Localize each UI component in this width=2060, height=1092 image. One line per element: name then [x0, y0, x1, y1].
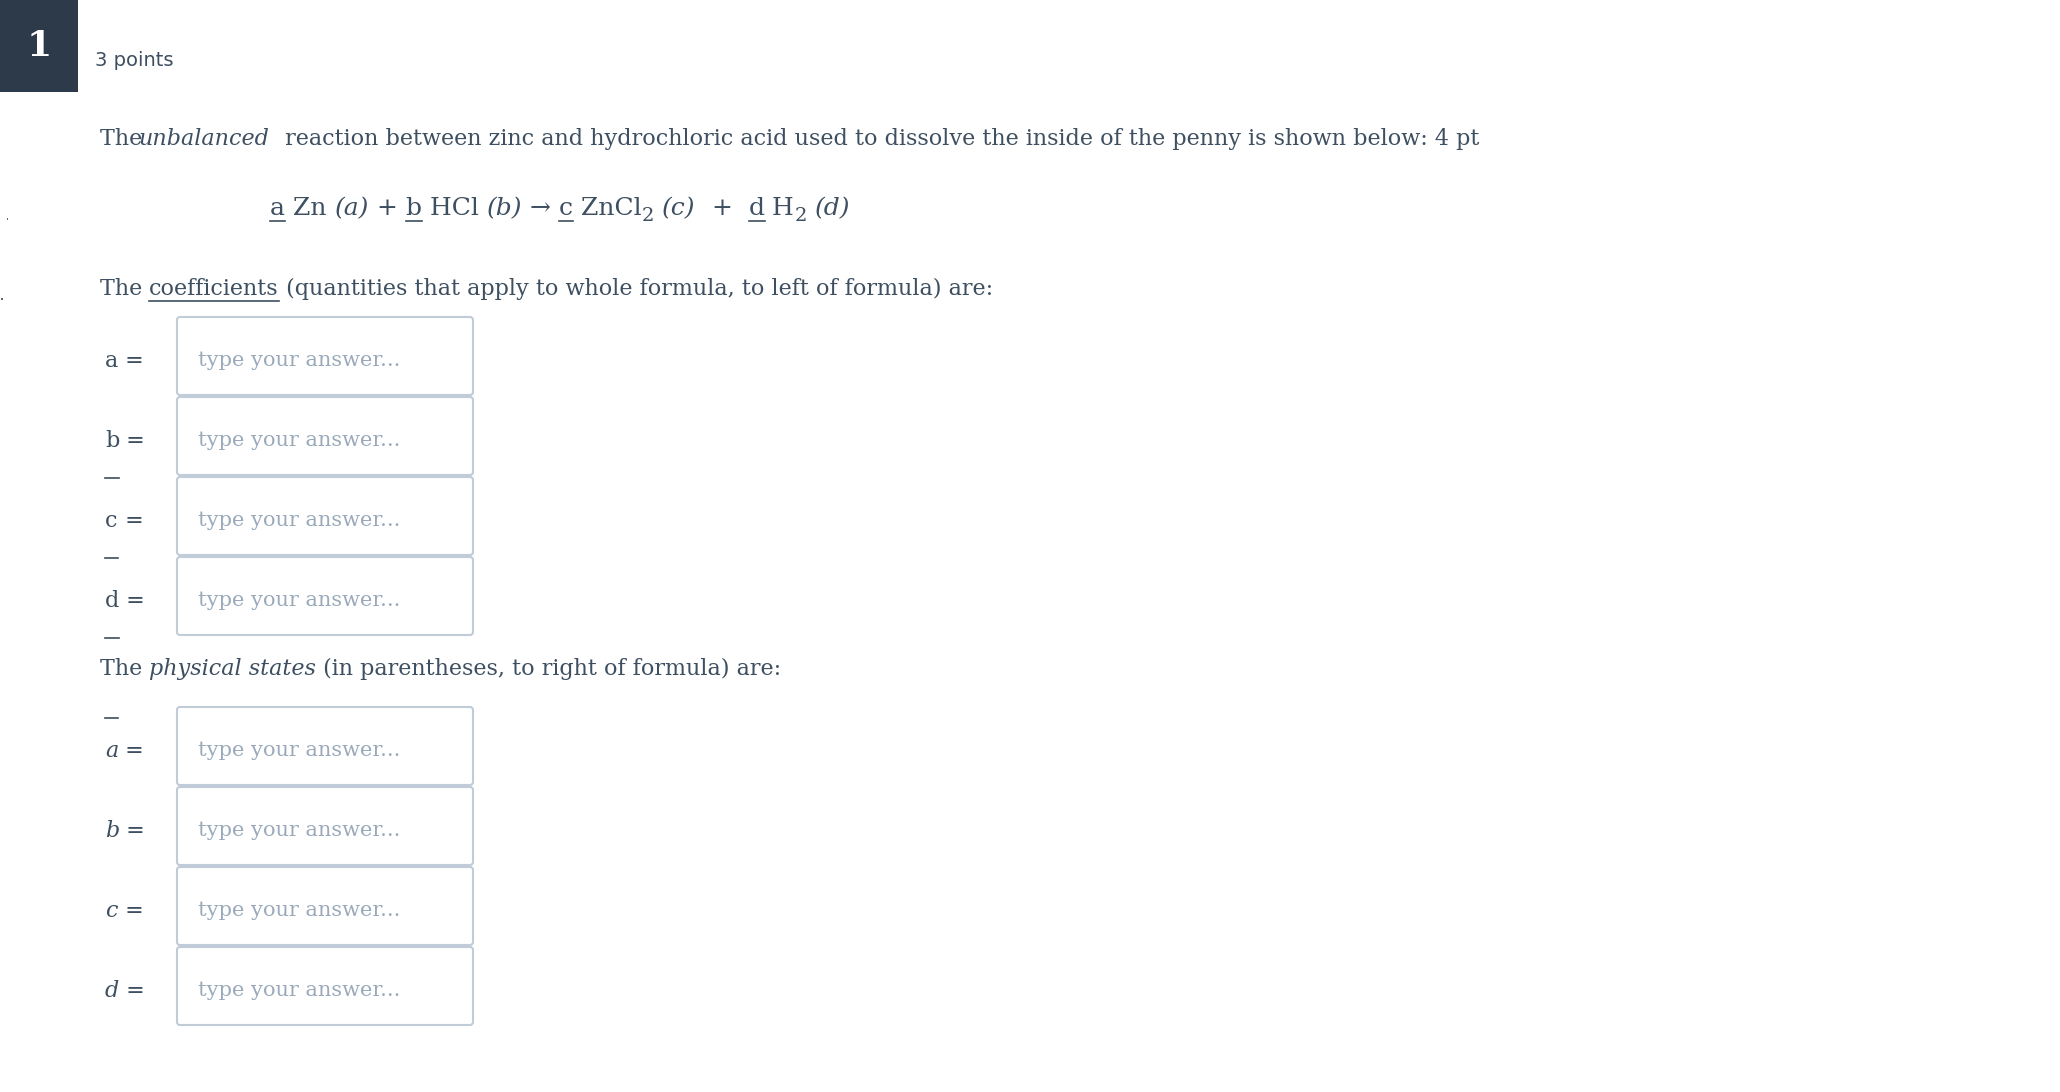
Text: 2: 2: [795, 207, 808, 225]
Text: d: d: [105, 980, 119, 1002]
Text: →: →: [521, 197, 558, 219]
Text: a: a: [105, 740, 117, 762]
Text: a: a: [270, 197, 284, 219]
Text: The: The: [101, 278, 150, 300]
Text: 3 points: 3 points: [95, 50, 173, 70]
Text: =: =: [119, 980, 144, 1002]
Text: =: =: [117, 510, 144, 532]
FancyBboxPatch shape: [177, 557, 474, 636]
Text: type your answer...: type your answer...: [198, 741, 400, 760]
FancyBboxPatch shape: [177, 707, 474, 785]
Text: type your answer...: type your answer...: [198, 821, 400, 841]
Text: b: b: [105, 430, 119, 452]
Text: type your answer...: type your answer...: [198, 431, 400, 451]
Text: c: c: [105, 900, 117, 922]
Text: H: H: [764, 197, 795, 219]
Text: =: =: [119, 590, 144, 612]
Bar: [0, 0, 78, 92]
Text: b: b: [406, 197, 422, 219]
Text: Zn: Zn: [284, 197, 334, 219]
Text: The: The: [101, 658, 150, 680]
Text: type your answer...: type your answer...: [198, 902, 400, 921]
Text: ZnCl: ZnCl: [573, 197, 643, 219]
Text: (c): (c): [661, 197, 696, 219]
Text: (in parentheses, to right of formula) are:: (in parentheses, to right of formula) ar…: [317, 657, 781, 680]
Text: a: a: [105, 351, 117, 372]
Text: c: c: [558, 197, 573, 219]
FancyBboxPatch shape: [177, 477, 474, 555]
Text: (b): (b): [486, 197, 521, 219]
Text: =: =: [119, 430, 144, 452]
Text: physical states: physical states: [150, 658, 317, 680]
Text: =: =: [117, 740, 144, 762]
Text: (d): (d): [814, 197, 851, 219]
FancyBboxPatch shape: [177, 397, 474, 475]
Text: (quantities that apply to whole formula, to left of formula) are:: (quantities that apply to whole formula,…: [278, 277, 993, 300]
FancyBboxPatch shape: [177, 947, 474, 1025]
Text: +: +: [696, 197, 748, 219]
Text: c: c: [105, 510, 117, 532]
Text: d: d: [105, 590, 119, 612]
Text: reaction between zinc and hydrochloric acid used to dissolve the inside of the p: reaction between zinc and hydrochloric a…: [278, 128, 1479, 150]
Text: d: d: [748, 197, 764, 219]
Text: =: =: [117, 900, 144, 922]
Text: =: =: [119, 820, 144, 842]
Text: type your answer...: type your answer...: [198, 511, 400, 531]
Text: type your answer...: type your answer...: [198, 982, 400, 1000]
Text: 1: 1: [27, 29, 52, 63]
Text: HCl: HCl: [422, 197, 486, 219]
Text: 2: 2: [643, 207, 655, 225]
Text: coefficients: coefficients: [150, 278, 278, 300]
FancyBboxPatch shape: [177, 787, 474, 865]
Text: (a): (a): [334, 197, 369, 219]
Text: The: The: [101, 128, 150, 150]
Text: =: =: [117, 351, 144, 372]
Text: b: b: [105, 820, 119, 842]
FancyBboxPatch shape: [177, 317, 474, 395]
Text: type your answer...: type your answer...: [198, 352, 400, 370]
Text: type your answer...: type your answer...: [198, 592, 400, 610]
Text: +: +: [369, 197, 406, 219]
Text: unbalanced: unbalanced: [138, 128, 270, 150]
FancyBboxPatch shape: [177, 867, 474, 945]
